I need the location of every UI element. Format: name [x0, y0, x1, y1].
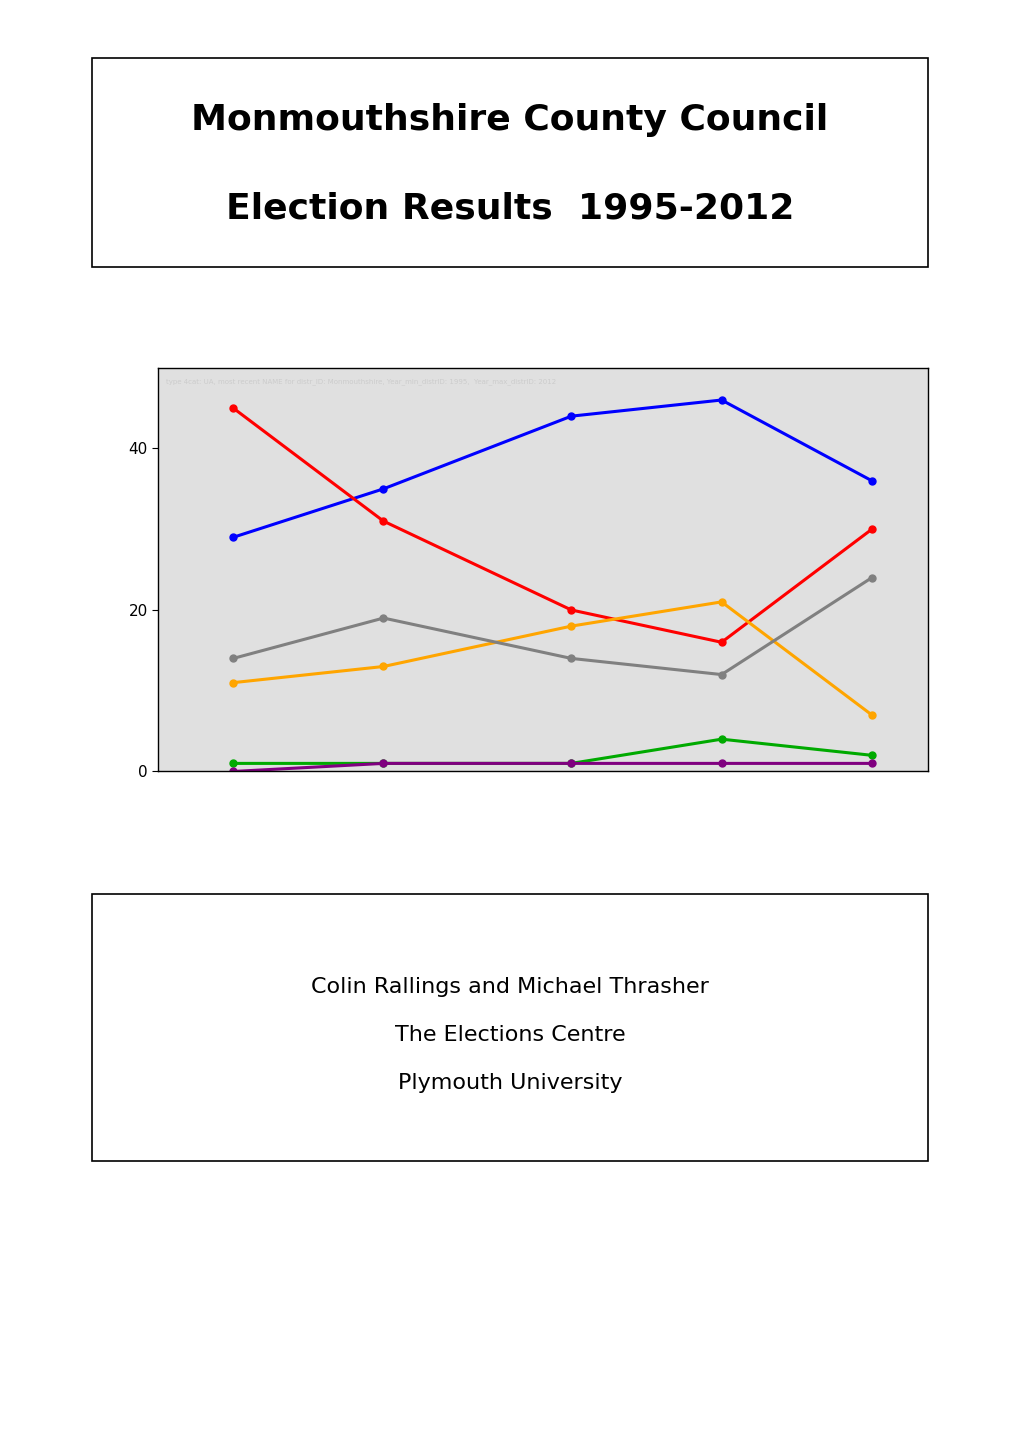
Text: Monmouthshire County Council: Monmouthshire County Council	[192, 104, 827, 137]
Text: Colin Rallings and Michael Thrasher: Colin Rallings and Michael Thrasher	[311, 978, 708, 998]
Text: type 4cat: UA, most recent NAME for distr_ID: Monmouthshire, Year_min_distrID: 1: type 4cat: UA, most recent NAME for dist…	[166, 378, 555, 385]
Text: Plymouth University: Plymouth University	[397, 1073, 622, 1093]
FancyBboxPatch shape	[92, 58, 927, 267]
Text: Election Results  1995-2012: Election Results 1995-2012	[225, 192, 794, 225]
Text: The Elections Centre: The Elections Centre	[394, 1025, 625, 1045]
FancyBboxPatch shape	[92, 894, 927, 1161]
